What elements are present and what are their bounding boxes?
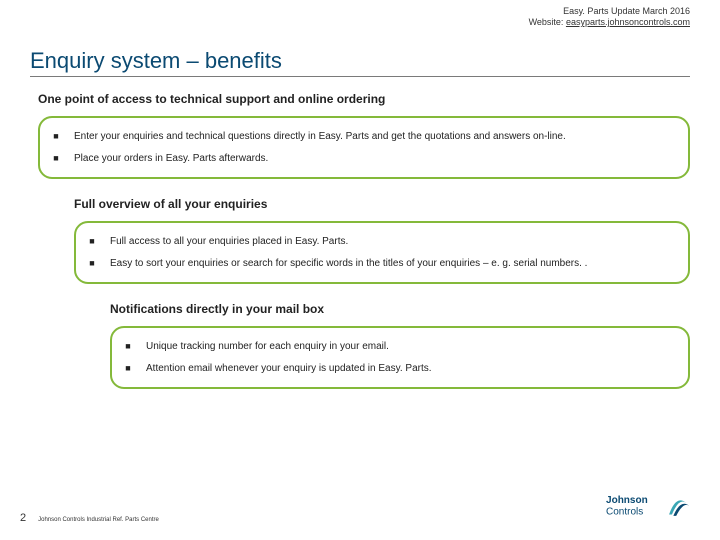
square-bullet-icon: ■ — [124, 362, 132, 375]
svg-text:Controls: Controls — [606, 506, 643, 517]
bullet-text: Full access to all your enquiries placed… — [110, 235, 676, 249]
page-title: Enquiry system – benefits — [30, 48, 690, 74]
list-item: ■ Place your orders in Easy. Parts after… — [52, 148, 676, 170]
title-rule — [30, 76, 690, 77]
footer: 2 Johnson Controls Industrial Ref. Parts… — [20, 512, 159, 524]
list-item: ■ Enter your enquiries and technical que… — [52, 126, 676, 148]
bullet-text: Easy to sort your enquiries or search fo… — [110, 257, 676, 271]
square-bullet-icon: ■ — [52, 152, 60, 165]
bullet-text: Enter your enquiries and technical quest… — [74, 130, 676, 144]
bullet-box: ■ Unique tracking number for each enquir… — [110, 326, 690, 389]
title-block: Enquiry system – benefits — [30, 48, 690, 77]
footer-text: Johnson Controls Industrial Ref. Parts C… — [38, 517, 159, 523]
section-1: One point of access to technical support… — [38, 92, 690, 179]
website-label: Website: — [529, 17, 566, 27]
list-item: ■ Easy to sort your enquiries or search … — [88, 253, 676, 275]
slide: Easy. Parts Update March 2016 Website: e… — [0, 0, 720, 540]
list-item: ■ Unique tracking number for each enquir… — [124, 336, 676, 358]
website-url: easyparts.johnsoncontrols.com — [566, 17, 690, 27]
section-3: Notifications directly in your mail box … — [110, 302, 690, 389]
section-heading: One point of access to technical support… — [38, 92, 690, 106]
list-item: ■ Attention email whenever your enquiry … — [124, 358, 676, 380]
square-bullet-icon: ■ — [88, 235, 96, 248]
list-item: ■ Full access to all your enquiries plac… — [88, 231, 676, 253]
bullet-box: ■ Full access to all your enquiries plac… — [74, 221, 690, 284]
svg-text:Johnson: Johnson — [606, 495, 648, 506]
bullet-box: ■ Enter your enquiries and technical que… — [38, 116, 690, 179]
johnson-controls-logo-icon: Johnson Controls — [606, 490, 692, 526]
website-line: Website: easyparts.johnsoncontrols.com — [529, 17, 690, 28]
content-area: One point of access to technical support… — [38, 92, 690, 407]
header-meta: Easy. Parts Update March 2016 Website: e… — [529, 6, 690, 29]
page-number: 2 — [20, 512, 26, 524]
section-heading: Full overview of all your enquiries — [74, 197, 690, 211]
square-bullet-icon: ■ — [124, 340, 132, 353]
bullet-text: Place your orders in Easy. Parts afterwa… — [74, 152, 676, 166]
section-2: Full overview of all your enquiries ■ Fu… — [74, 197, 690, 284]
update-date: Easy. Parts Update March 2016 — [529, 6, 690, 17]
square-bullet-icon: ■ — [88, 257, 96, 270]
square-bullet-icon: ■ — [52, 130, 60, 143]
bullet-text: Attention email whenever your enquiry is… — [146, 362, 676, 376]
bullet-text: Unique tracking number for each enquiry … — [146, 340, 676, 354]
section-heading: Notifications directly in your mail box — [110, 302, 690, 316]
